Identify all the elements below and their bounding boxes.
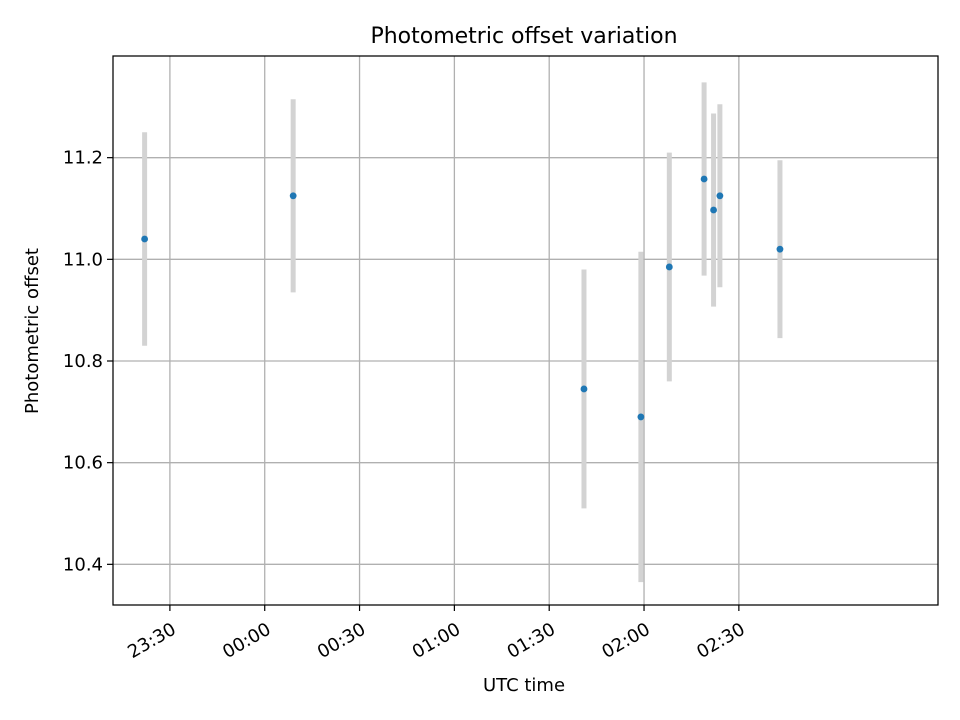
x-axis-label: UTC time	[483, 675, 565, 696]
data-point	[716, 192, 724, 200]
y-tick-label: 11.2	[63, 148, 103, 169]
x-tick-label: 23:30	[124, 619, 179, 663]
chart-title: Photometric offset variation	[370, 24, 677, 49]
y-tick-label: 10.8	[63, 351, 103, 372]
x-axis-ticks: 23:30 00:00 00:30 01:00 01:30 02:00 02:30	[124, 605, 749, 663]
x-tick-label: 02:30	[693, 619, 748, 663]
data-point	[580, 385, 588, 393]
x-tick-label: 00:00	[219, 619, 274, 663]
y-tick-label: 10.6	[63, 453, 103, 474]
data-point	[710, 206, 717, 214]
data-point	[289, 192, 297, 200]
x-tick-label: 01:00	[409, 619, 464, 663]
grid	[113, 56, 938, 605]
y-axis-label: Photometric offset	[22, 248, 43, 414]
data-points	[141, 175, 784, 421]
plot-frame	[112, 55, 939, 606]
x-tick-label: 02:00	[598, 619, 653, 663]
y-tick-label: 10.4	[63, 554, 103, 575]
data-point	[700, 175, 708, 183]
data-point	[665, 263, 673, 271]
data-point	[637, 413, 645, 421]
x-tick-label: 01:30	[504, 619, 559, 663]
data-point	[776, 245, 784, 253]
y-tick-label: 11.0	[63, 249, 103, 270]
data-point	[141, 235, 149, 243]
y-axis-ticks: 10.4 10.6 10.8 11.0 11.2	[63, 148, 113, 575]
x-tick-label: 00:30	[314, 619, 369, 663]
